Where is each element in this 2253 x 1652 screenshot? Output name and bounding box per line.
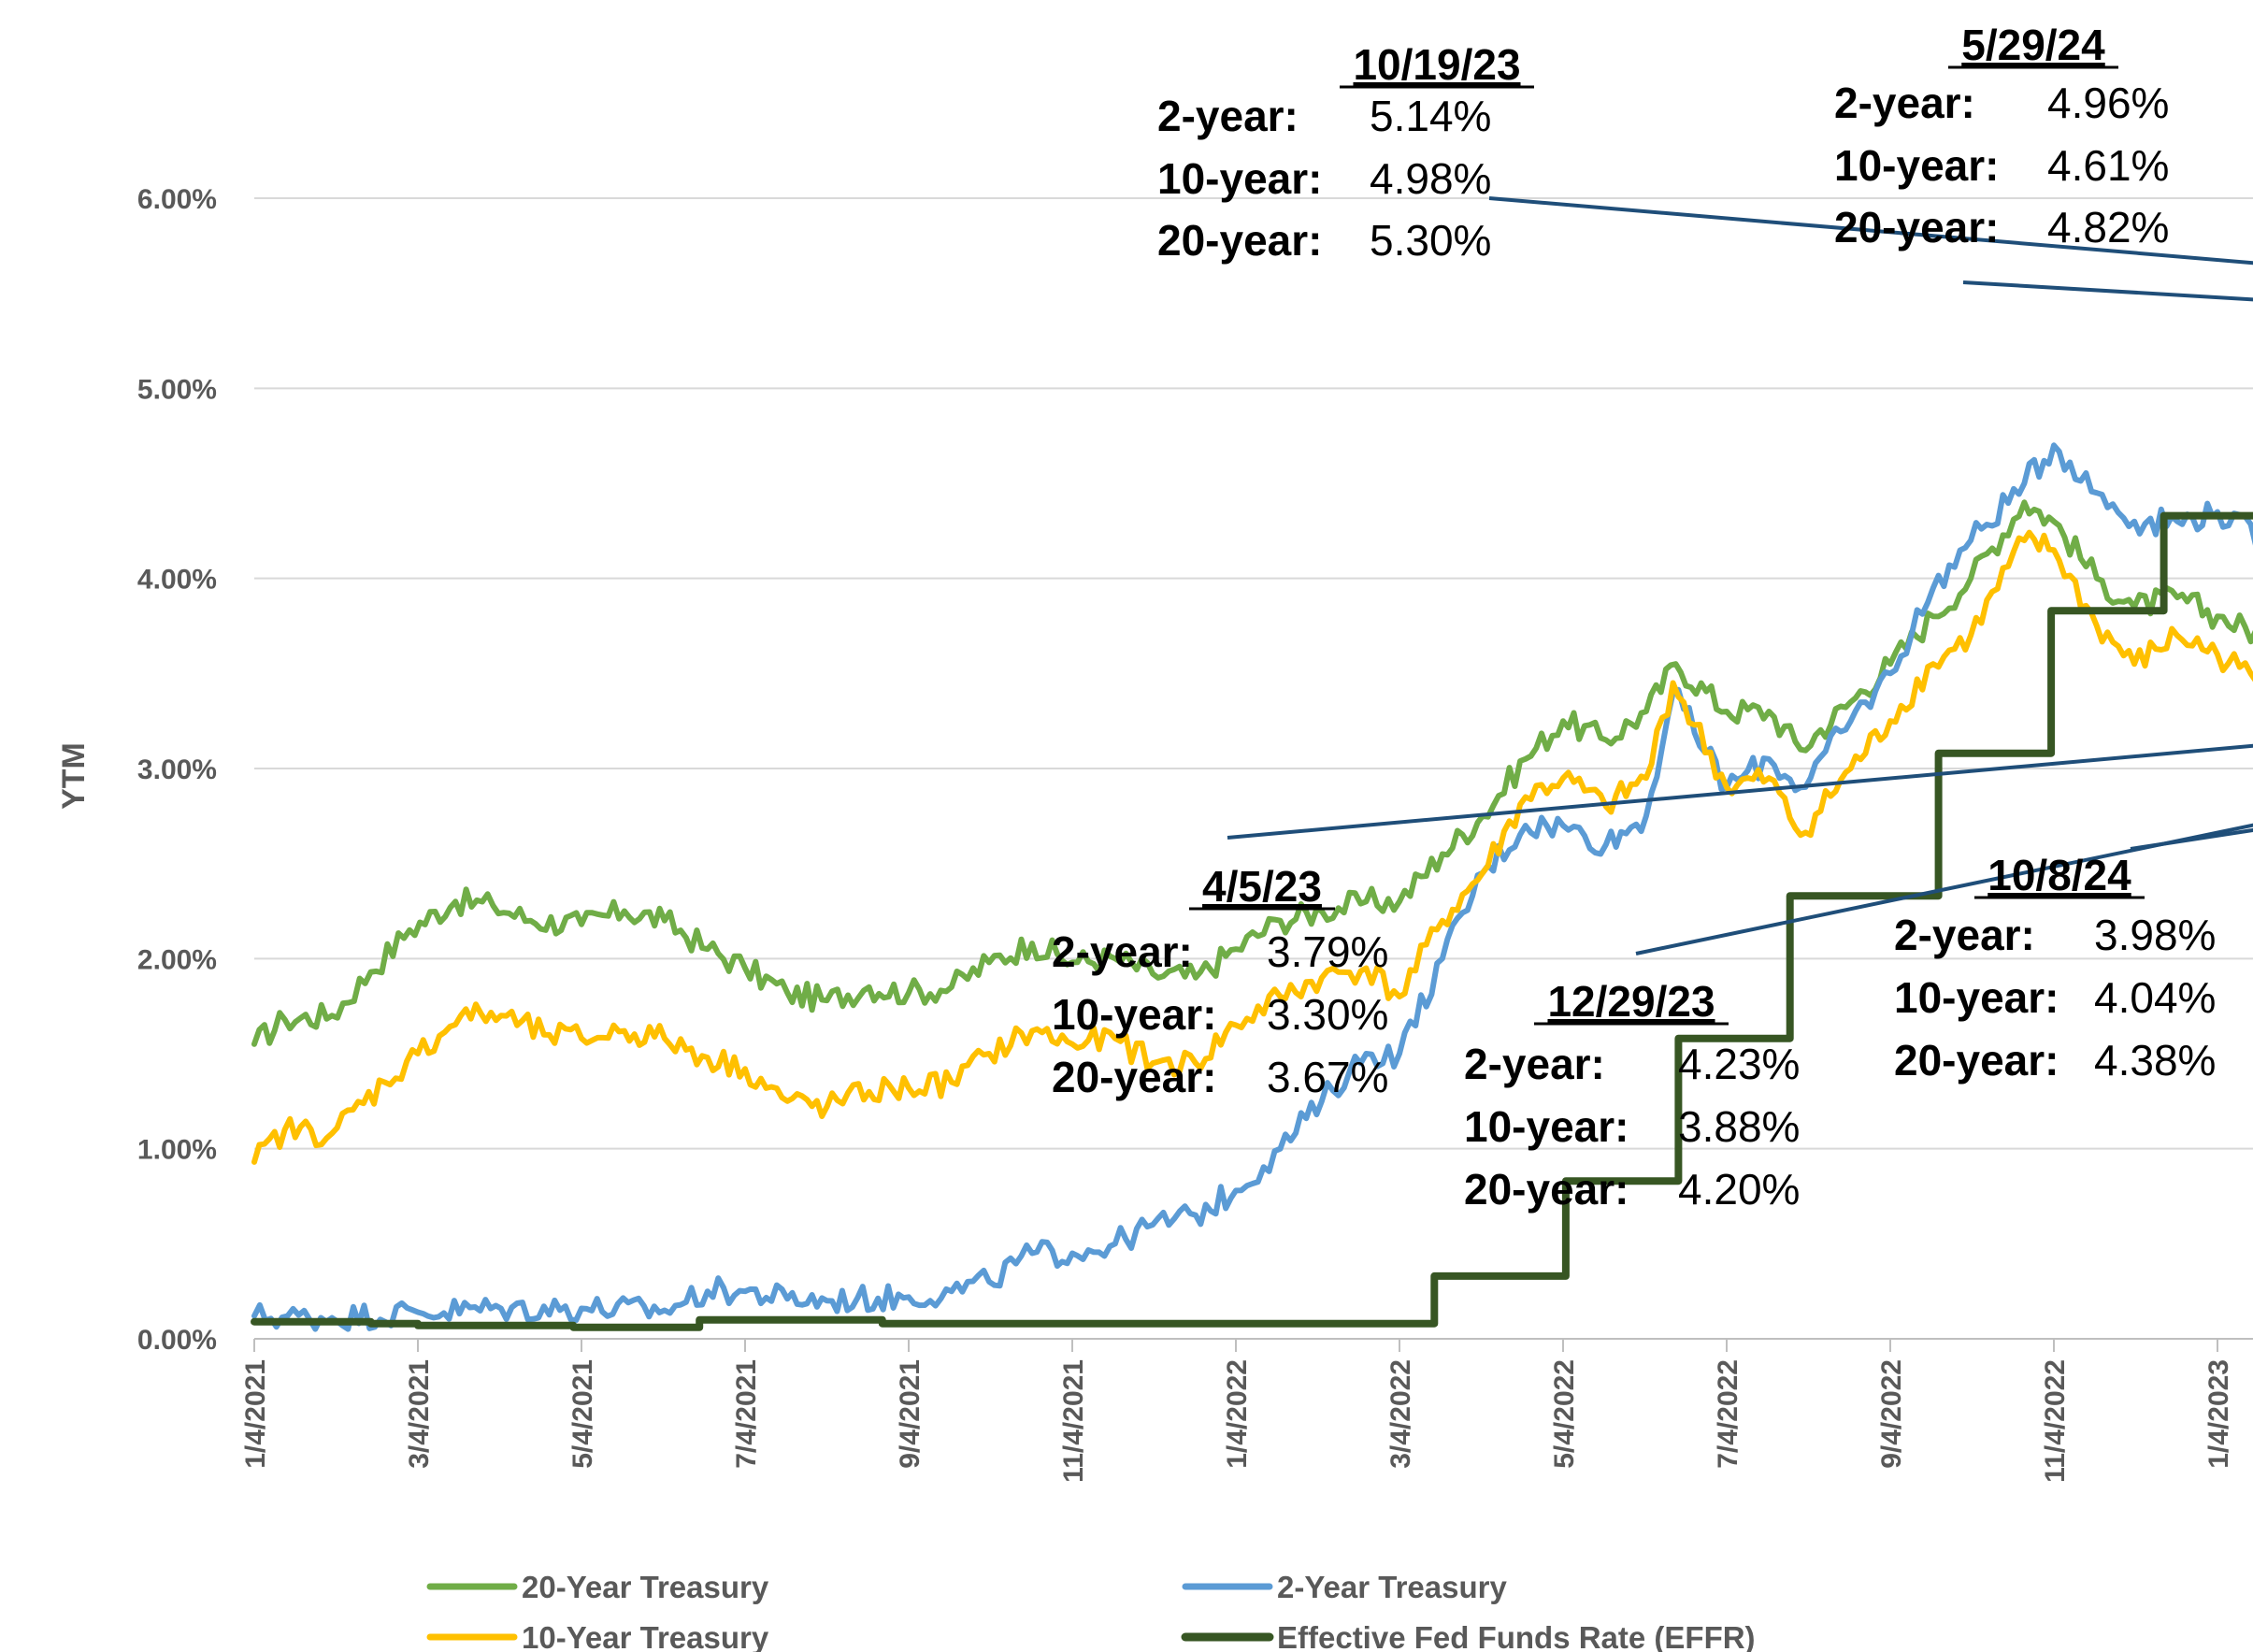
- axes: 0.00% 1.00% 2.00% 3.00% 4.00% 5.00% 6.00% 1/4/2…: [137, 184, 2253, 1483]
- x-tick-label: 3/4/2021: [404, 1359, 435, 1469]
- x-tick-label: 9/4/2022: [1876, 1359, 1907, 1469]
- x-tick-label: 5/4/2021: [567, 1359, 598, 1469]
- annotation-row-value: 5.14%: [1370, 92, 1491, 140]
- annotation-row-label: 2-year:: [1157, 92, 1299, 140]
- annotation-row-label: 10-year:: [1894, 973, 2059, 1022]
- annotation-row-value: 3.98%: [2094, 911, 2216, 959]
- legend-item: 10-Year Treasury: [426, 1620, 769, 1652]
- legend-label: Effective Fed Funds Rate (EFFR): [1277, 1620, 1756, 1652]
- annotation-12-29-23: 12/29/23 2-year: 4.23% 10-year: 3.88% 20-year…: [1464, 977, 1800, 1214]
- annotation-5-29-24: 5/29/24 2-year: 4.96% 10-year: 4.61% 20-year:…: [1834, 21, 2169, 251]
- gridlines: [254, 197, 2253, 1150]
- series-line-2-year-treasury: [251, 442, 2253, 1332]
- y-tick-label: 3.00%: [137, 754, 217, 785]
- annotation-row-label: 20-year:: [1157, 216, 1322, 265]
- annotation-row-label: 10-year:: [1157, 154, 1322, 203]
- x-tick-label: 7/4/2022: [1713, 1359, 1744, 1469]
- annotation-4-5-23: 4/5/232-year: 3.79% 10-year: 3.30% 20-year: 3…: [1052, 862, 1388, 1101]
- annotation-10-8-24: 10/8/24 2-year: 3.98% 10-year: 4.04% 20-year:…: [1894, 851, 2216, 1085]
- annotation-date: 5/29/24: [1961, 21, 2105, 69]
- series-line-10-year-treasury: [251, 529, 2253, 1165]
- annotations: 10/19/23 2-year: 5.14% 10-year: 4.98% 20-year…: [1052, 21, 2216, 1214]
- legend-label: 10-Year Treasury: [522, 1620, 769, 1652]
- y-tick-label: 4.00%: [137, 565, 217, 596]
- legend-item: 20-Year Treasury: [426, 1570, 769, 1604]
- annotation-row-value: 4.96%: [2047, 79, 2169, 127]
- annotation-row-label: 2-year:: [1464, 1040, 1605, 1088]
- annotation-row-value: 4.04%: [2094, 973, 2216, 1022]
- annotation-row-label: 10-year:: [1464, 1102, 1629, 1151]
- annotation-row-label: 2-year:: [1052, 927, 1193, 976]
- series-lines: [251, 442, 2253, 1332]
- annotation-row-value: 4.82%: [2047, 203, 2169, 251]
- annotation-arrow: [1488, 196, 2253, 266]
- y-axis-label: YTM: [56, 742, 92, 810]
- x-tick-label: 7/4/2021: [731, 1359, 762, 1469]
- annotation-row-value: 4.61%: [2047, 141, 2169, 190]
- annotation-row-value: 4.98%: [1370, 154, 1491, 203]
- annotation-row-value: 4.20%: [1678, 1165, 1800, 1214]
- annotation-date: 10/19/23: [1353, 40, 1520, 89]
- annotation-row-label: 2-year:: [1834, 79, 1975, 127]
- annotation-arrow: [1635, 823, 2253, 955]
- y-tick-label: 6.00%: [137, 184, 217, 215]
- series-line-20-year-treasury: [251, 499, 2253, 1047]
- x-tick-label: 9/4/2021: [895, 1359, 926, 1469]
- annotation-row-label: 2-year:: [1894, 911, 2035, 959]
- legend-item: 2-Year Treasury: [1182, 1570, 1507, 1604]
- x-tick-label: 11/4/2021: [1058, 1359, 1089, 1483]
- annotation-row-value: 3.79%: [1267, 927, 1388, 976]
- y-tick-label: 0.00%: [137, 1325, 217, 1356]
- y-tick-label: 1.00%: [137, 1135, 217, 1166]
- series-line-effective-fed-funds-rate-effr: [251, 511, 2253, 1331]
- legend-label: 2-Year Treasury: [1277, 1570, 1507, 1604]
- annotation-row-value: 5.30%: [1370, 216, 1491, 265]
- legend: 20-Year Treasury 2-Year Treasury 10-Year T…: [426, 1570, 1756, 1652]
- annotation-row-label: 20-year:: [1834, 203, 1999, 251]
- x-tick-label: 11/4/2022: [2040, 1359, 2071, 1483]
- annotation-date: 10/8/24: [1988, 851, 2131, 899]
- y-tick-label: 2.00%: [137, 944, 217, 975]
- annotation-row-value: 3.88%: [1678, 1102, 1800, 1151]
- x-tick-label: 5/4/2022: [1549, 1359, 1580, 1469]
- annotation-10-19-23: 10/19/23 2-year: 5.14% 10-year: 4.98% 20-year…: [1157, 40, 1534, 265]
- legend-item: Effective Fed Funds Rate (EFFR): [1181, 1620, 1756, 1652]
- x-tick-label: 3/4/2022: [1385, 1359, 1416, 1469]
- annotation-row-value: 4.38%: [2094, 1036, 2216, 1085]
- x-tick-label: 1/4/2021: [240, 1359, 271, 1469]
- annotation-row-value: 3.30%: [1267, 990, 1388, 1039]
- annotation-arrow: [1227, 743, 2253, 840]
- annotation-row-label: 20-year:: [1464, 1165, 1629, 1214]
- annotation-date: 4/5/23: [1202, 862, 1322, 911]
- annotation-row-value: 3.67%: [1267, 1053, 1388, 1101]
- annotation-arrows: [1227, 196, 2253, 955]
- annotation-row-label: 20-year:: [1052, 1053, 1216, 1101]
- annotation-row-label: 10-year:: [1052, 990, 1216, 1039]
- legend-label: 20-Year Treasury: [522, 1570, 769, 1604]
- x-tick-label: 1/4/2023: [2203, 1359, 2234, 1469]
- annotation-row-label: 10-year:: [1834, 141, 1999, 190]
- annotation-arrow: [1962, 280, 2253, 302]
- annotation-row-label: 20-year:: [1894, 1036, 2059, 1085]
- x-tick-label: 1/4/2022: [1222, 1359, 1253, 1469]
- annotation-date: 12/29/23: [1547, 977, 1715, 1026]
- annotation-row-value: 4.23%: [1678, 1040, 1800, 1088]
- y-tick-label: 5.00%: [137, 374, 217, 405]
